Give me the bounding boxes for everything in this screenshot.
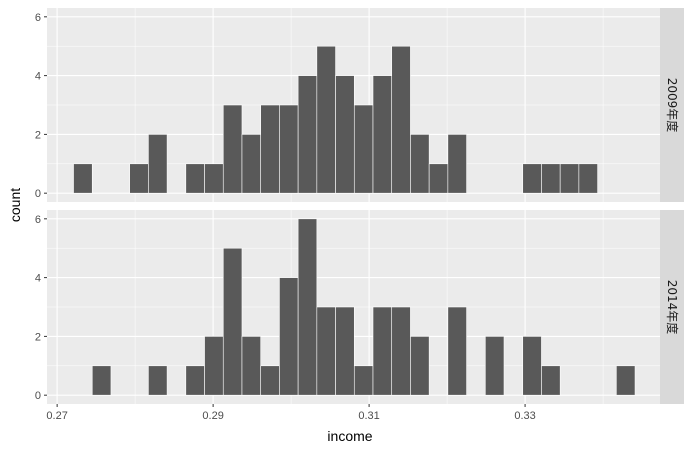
histogram-bar [335,75,355,194]
histogram-bar [428,163,449,194]
histogram-bar [372,75,393,194]
x-axis-title: income [327,428,372,444]
histogram-bar [316,306,336,396]
histogram-bar [372,306,393,396]
facet-strip-label: 2014年度 [665,280,680,335]
histogram-bar [260,365,280,396]
histogram-bar [129,163,149,194]
histogram-bar [91,365,112,396]
histogram-bar [410,134,430,194]
x-tick-label: 0.31 [358,410,379,422]
facet-strip [660,210,684,404]
y-tick-label: 0 [35,390,41,402]
histogram-bar [222,247,243,396]
histogram-bar [391,306,411,396]
x-tick-label: 0.33 [514,410,535,422]
histogram-bar [353,104,374,194]
histogram-bar [578,163,598,194]
histogram-bar [241,336,261,396]
histogram-bar [353,365,374,396]
histogram-bar [559,163,580,194]
y-tick-label: 6 [35,214,41,226]
facet-strip [660,8,684,202]
histogram-bar [522,163,542,194]
x-axis: 0.27 0.29 0.31 0.33 [46,404,536,422]
x-tick-label: 0.27 [46,410,67,422]
histogram-bar [185,163,205,194]
histogram-bar [279,104,299,194]
histogram-bar [616,365,636,396]
x-tick-label: 0.29 [202,410,223,422]
histogram-bar [185,365,205,396]
histogram-bar [222,104,243,194]
y-tick-label: 0 [35,188,41,200]
histogram-bar [522,336,542,396]
histogram-bar [279,277,299,396]
histogram-bar [148,365,168,396]
histogram-bar [297,75,318,194]
histogram-bar [410,336,430,396]
histogram-bar [485,336,505,396]
histogram-bar [391,45,411,194]
histogram-bar [541,163,561,194]
facet-panels: 0 2 4 6 2009年度 0 2 4 6 2014年度 [35,8,684,404]
histogram-bar [73,163,93,194]
histogram-bar [204,163,224,194]
histogram-bar [447,134,467,194]
facet-panel-1: 0 2 4 6 2009年度 [35,8,684,202]
facet-strip-label: 2009年度 [665,78,680,133]
histogram-bar [541,365,561,396]
histogram-bar [335,306,355,396]
y-tick-label: 2 [35,129,41,141]
y-tick-label: 2 [35,331,41,343]
histogram-bar [241,134,261,194]
histogram-bar [316,45,336,194]
histogram-bar [148,134,168,194]
facet-panel-2: 0 2 4 6 2014年度 [35,210,684,404]
y-tick-label: 4 [35,71,41,83]
y-tick-label: 6 [35,12,41,24]
histogram-bar [447,306,467,396]
y-axis-title: count [7,188,23,222]
histogram-bar [260,104,280,194]
histogram-bar [297,218,318,396]
histogram-bar [204,336,224,396]
y-tick-label: 4 [35,273,41,285]
